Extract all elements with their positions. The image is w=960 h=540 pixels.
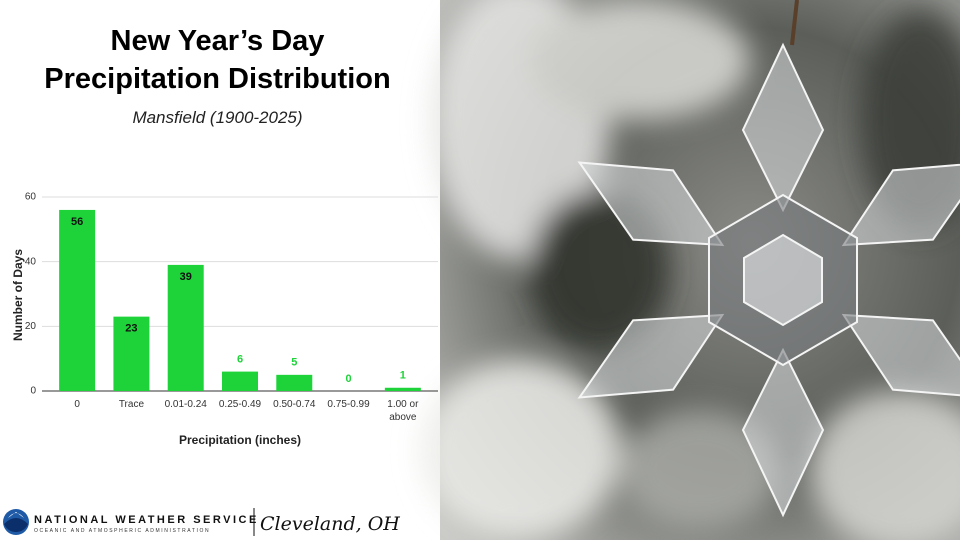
x-tick-label: 0.25-0.49: [218, 399, 262, 410]
bar: [276, 374, 313, 391]
background-photo: [420, 0, 960, 540]
bar: [59, 209, 96, 391]
data-label: 56: [71, 216, 83, 228]
y-tick-label: 0: [30, 386, 36, 397]
office-name: Cleveland, OH: [260, 513, 400, 535]
x-tick-label: 0.75-0.99: [327, 399, 370, 410]
x-tick-label: 1.00 or above: [387, 399, 419, 423]
x-tick-label: 0.50-0.74: [273, 399, 316, 410]
x-tick-label: Trace: [118, 399, 145, 410]
data-label: 39: [180, 271, 192, 283]
x-tick-label: 0: [74, 399, 80, 410]
y-axis-label: Number of Days: [11, 248, 25, 342]
data-label: 6: [237, 354, 243, 366]
chart-subtitle: Mansfield (1900-2025): [132, 108, 303, 127]
noaa-logo: [3, 509, 29, 535]
sub-agency-name: OCEANIC AND ATMOSPHERIC ADMINISTRATION: [34, 528, 211, 534]
data-label: 1: [400, 370, 406, 382]
snowflake: [577, 42, 960, 518]
y-tick-label: 60: [25, 192, 37, 203]
bar: [167, 264, 204, 391]
y-tick-label: 20: [25, 321, 37, 332]
bar: [222, 371, 258, 391]
data-label: 5: [291, 357, 297, 369]
data-label: 0: [346, 373, 352, 385]
bar: [384, 387, 421, 391]
agency-name: NATIONAL WEATHER SERVICE: [34, 514, 259, 526]
chart-title: New Year’s Day Precipitation Distributio…: [44, 25, 391, 95]
x-axis-label: Precipitation (inches): [178, 433, 302, 447]
data-label: 23: [125, 323, 137, 335]
y-tick-label: 40: [25, 256, 37, 267]
plot: 0 20 40 60 56 23 39 6 5 0 1: [25, 192, 438, 397]
x-tick-label: 0.01-0.24: [164, 399, 207, 410]
bar: [113, 316, 150, 391]
